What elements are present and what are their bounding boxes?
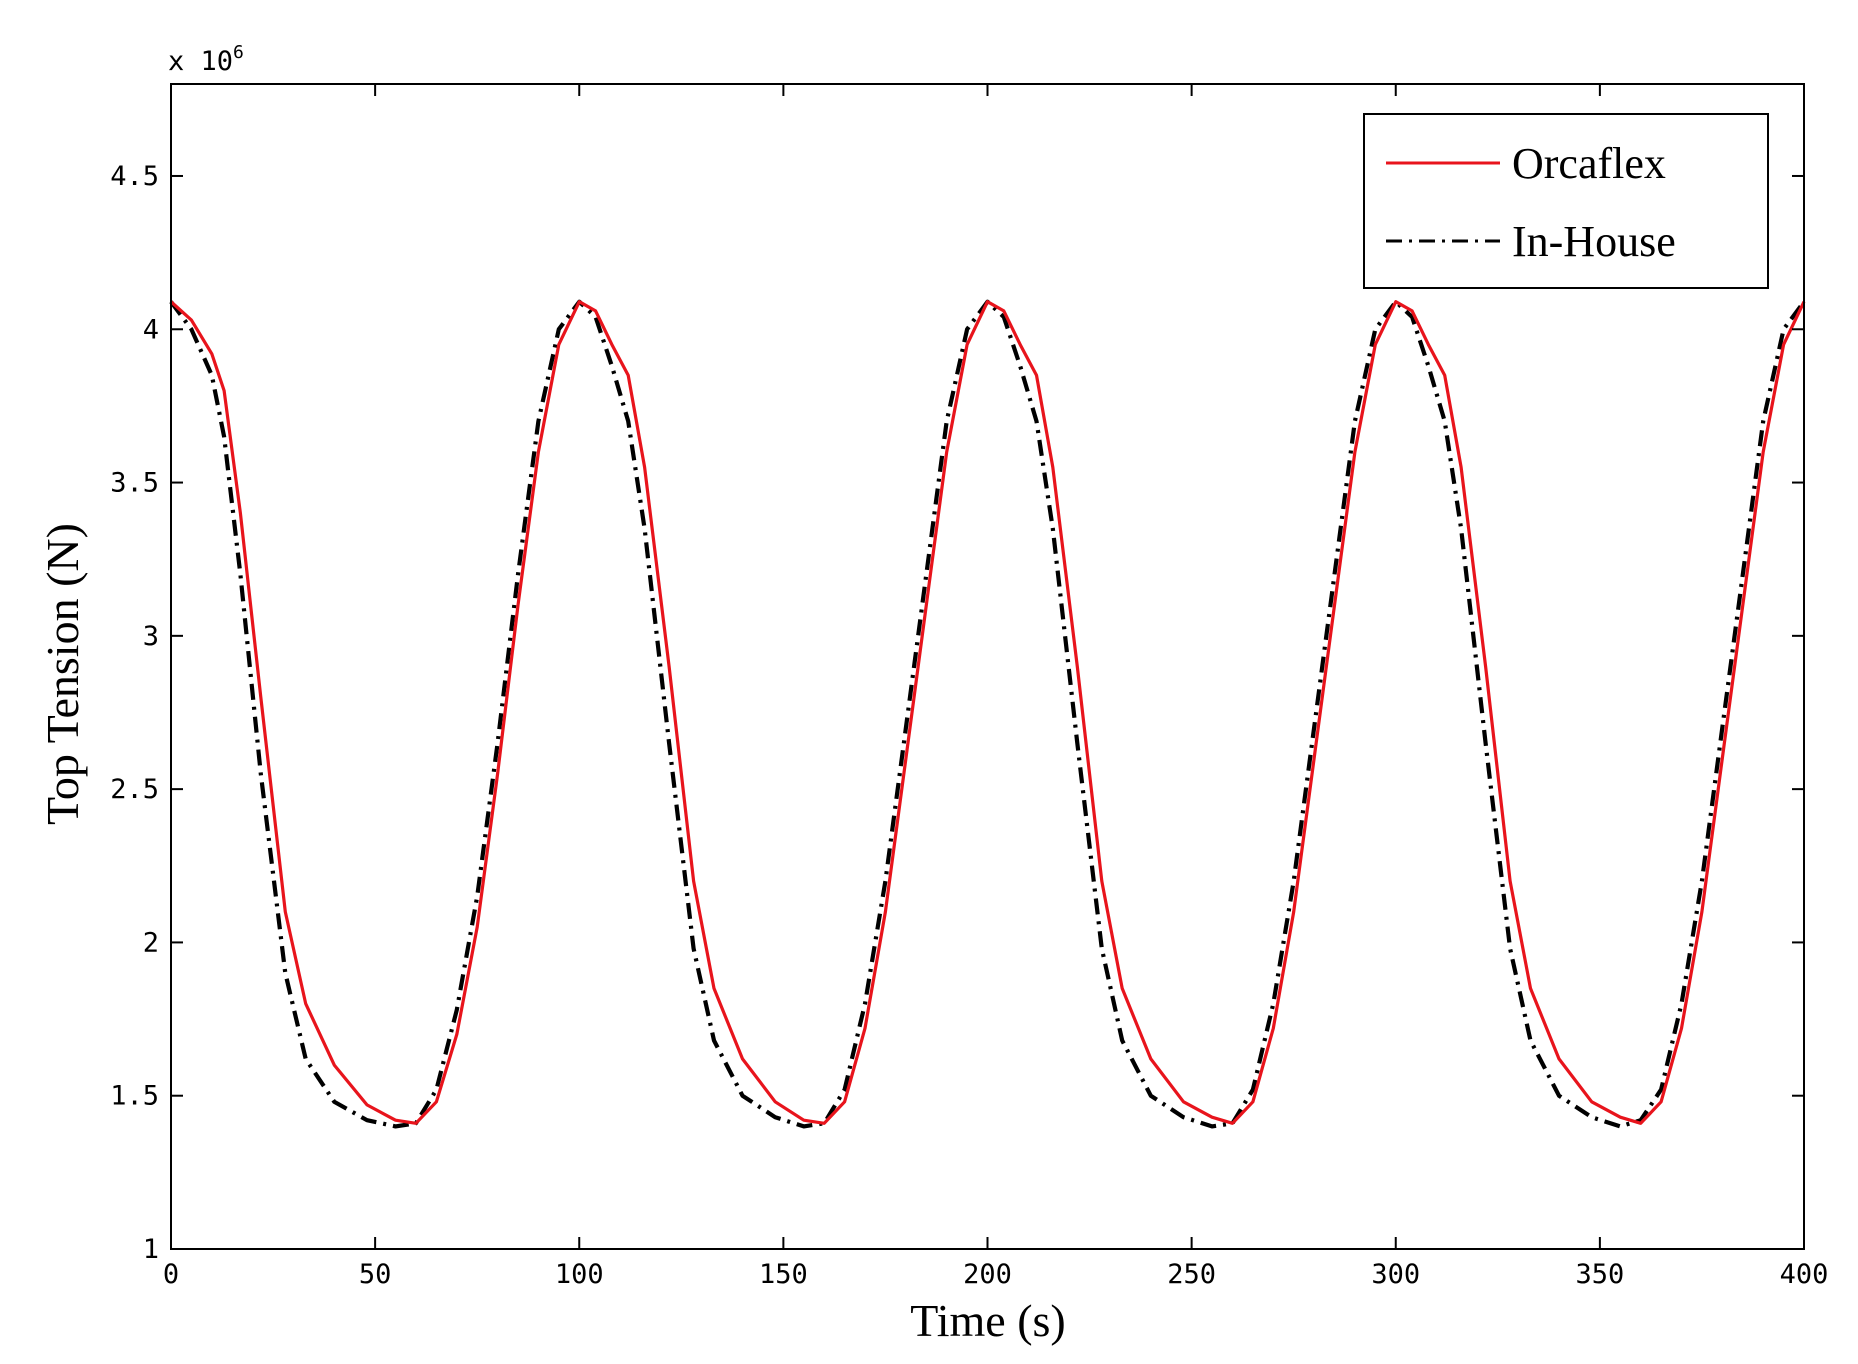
x-tick-label: 250 bbox=[1167, 1259, 1216, 1290]
y-multiplier-label: x 106 bbox=[168, 42, 244, 77]
x-tick-label: 200 bbox=[963, 1259, 1012, 1290]
y-tick-label: 3.5 bbox=[110, 468, 159, 499]
x-tick-label: 0 bbox=[163, 1259, 179, 1290]
x-tick-label: 300 bbox=[1371, 1259, 1420, 1290]
y-axis-title: Top Tension (N) bbox=[37, 523, 88, 825]
y-tick-label: 3 bbox=[143, 621, 159, 652]
x-tick-label: 100 bbox=[555, 1259, 604, 1290]
y-tick-label: 2 bbox=[143, 927, 159, 958]
y-tick-label: 2.5 bbox=[110, 774, 159, 805]
legend: Orcaflex In-House bbox=[1363, 113, 1769, 289]
x-axis-title: Time (s) bbox=[910, 1295, 1066, 1346]
x-tick-label: 350 bbox=[1575, 1259, 1624, 1290]
y-tick-label: 4 bbox=[143, 314, 159, 345]
ticks-layer bbox=[170, 84, 1805, 1250]
legend-label-in-house: In-House bbox=[1512, 217, 1676, 266]
x-tick-label: 400 bbox=[1780, 1259, 1829, 1290]
series-layer bbox=[169, 299, 1806, 1129]
x-tick-label: 150 bbox=[759, 1259, 808, 1290]
series-line-orcaflex bbox=[169, 300, 1806, 1125]
legend-label-orcaflex: Orcaflex bbox=[1512, 139, 1666, 188]
y-tick-label: 1.5 bbox=[110, 1081, 159, 1112]
legend-box bbox=[1363, 113, 1769, 289]
tick-labels-layer: 0 50 100 150 200 250 300 350 400 1 1.5 2 2.5 3 3.5 4 4.5 bbox=[110, 161, 1828, 1290]
y-tick-label: 4.5 bbox=[110, 161, 159, 192]
x-tick-label: 50 bbox=[359, 1259, 392, 1290]
y-tick-label: 1 bbox=[143, 1234, 159, 1265]
